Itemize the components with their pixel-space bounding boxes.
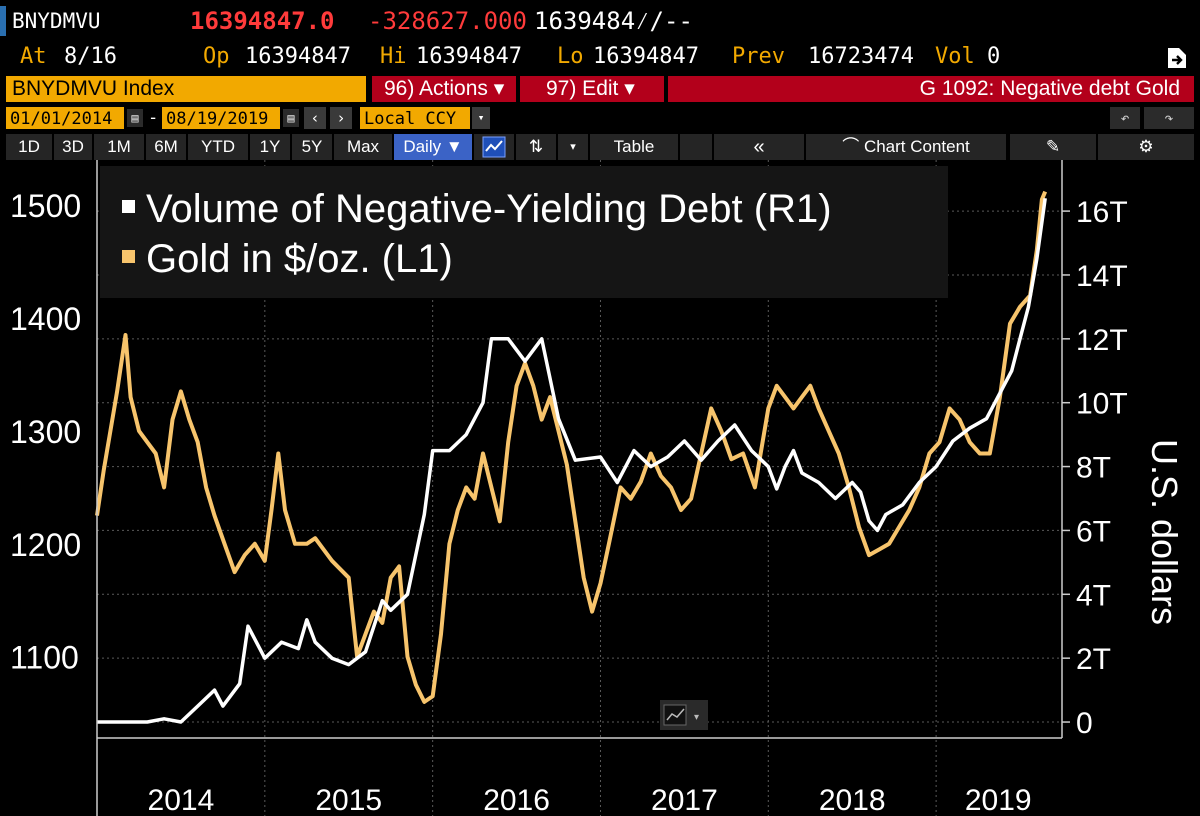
ticker-marker: [0, 6, 6, 36]
left-tick-label: 1500: [10, 188, 81, 224]
currency-select[interactable]: Local CCY: [360, 107, 470, 129]
year-separators: [264, 160, 937, 816]
axes: [96, 160, 1070, 816]
gear-icon[interactable]: ⚙: [1098, 134, 1194, 160]
candle-icon[interactable]: ⇅: [516, 134, 556, 160]
legend-box: [100, 166, 948, 298]
prev-label: Prev: [732, 44, 785, 69]
spacer: [680, 134, 712, 160]
legend-swatch-gold: [122, 250, 135, 263]
period-3d-button[interactable]: 3D: [54, 134, 92, 160]
period-1y-button[interactable]: 1Y: [250, 134, 290, 160]
end-date-input[interactable]: 08/19/2019: [162, 107, 280, 129]
x-tick-label: 2014: [148, 784, 215, 816]
security-symbol[interactable]: BNYDMVU: [12, 9, 101, 33]
calendar-icon[interactable]: ▤: [283, 109, 299, 127]
right-tick-label: 0: [1076, 707, 1093, 740]
header-bar: BNYDMVU Index 96) Actions ▾ 97) Edit ▾ G…: [0, 76, 1200, 102]
low-value: 16394847: [593, 44, 699, 69]
share-icon[interactable]: [1166, 44, 1188, 70]
table-button[interactable]: Table: [590, 134, 678, 160]
high-value: 16394847: [416, 44, 522, 69]
right-tick-label: 6T: [1076, 515, 1111, 548]
quote-line: BNYDMVU 16394847.0 -328627.000 1639484⁄/…: [0, 4, 1200, 38]
legend-label-gold: Gold in $/oz. (L1): [146, 237, 453, 281]
volume-value: 0: [987, 44, 1001, 69]
open-value: 16394847: [245, 44, 351, 69]
series-lines: [95, 190, 1048, 724]
x-tick-label: 2017: [651, 784, 718, 816]
mini-chart-button[interactable]: ▾: [660, 700, 708, 730]
high-label: Hi: [380, 44, 407, 69]
last-price: 16394847.0: [190, 7, 335, 35]
legend-label-debt: Volume of Negative-Yielding Debt (R1): [146, 187, 832, 231]
period-1d-button[interactable]: 1D: [6, 134, 52, 160]
period-5y-button[interactable]: 5Y: [292, 134, 332, 160]
date-range-bar: 01/01/2014 ▤ - 08/19/2019 ▤ ‹ › Local CC…: [0, 106, 1200, 130]
left-tick-label: 1100: [10, 640, 79, 676]
right-tick-label: 8T: [1076, 452, 1111, 485]
period-6m-button[interactable]: 6M: [146, 134, 186, 160]
prev-period-button[interactable]: ‹: [304, 107, 326, 129]
chevron-down-icon: ▾: [694, 712, 699, 723]
ohlc-line: At 8/16 Op 16394847 Hi 16394847 Lo 16394…: [0, 42, 1200, 72]
right-tick-label: 4T: [1076, 579, 1111, 612]
date-separator: -: [148, 108, 159, 128]
right-tick-label: 14T: [1076, 260, 1128, 293]
open-label: Op: [203, 44, 230, 69]
frequency-select[interactable]: Daily ▼: [394, 134, 472, 160]
period-max-button[interactable]: Max: [334, 134, 392, 160]
edit-icon[interactable]: ✎: [1010, 134, 1096, 160]
bid-ask: 1639484⁄/--: [534, 7, 693, 35]
collapse-button[interactable]: «: [714, 134, 804, 160]
chart-content-button[interactable]: ⌒ Chart Content: [806, 134, 1006, 160]
at-date: 8/16: [64, 44, 117, 69]
left-tick-label: 1400: [10, 301, 81, 337]
chart-area: 0 2T 4T 6T 8T 10T 12T 14T 16T 1100 1200 1300 1400 150…: [10, 160, 1185, 816]
right-axis-label: U.S. dollars: [1144, 439, 1185, 625]
negative-debt-line: [97, 198, 1047, 724]
left-tick-label: 1200: [10, 527, 81, 563]
chevron-down-icon[interactable]: ▾: [558, 134, 588, 160]
low-label: Lo: [557, 44, 584, 69]
chevron-down-icon[interactable]: ▾: [472, 107, 490, 129]
right-tick-label: 2T: [1076, 643, 1111, 676]
start-date-input[interactable]: 01/01/2014: [6, 107, 124, 129]
net-change: -328627.000: [368, 7, 527, 35]
undo-icon[interactable]: ↶: [1110, 107, 1140, 129]
next-period-button[interactable]: ›: [330, 107, 352, 129]
x-tick-label: 2015: [315, 784, 382, 816]
chart-content-icon: ⌒: [842, 137, 860, 156]
chart-content-label: Chart Content: [863, 137, 970, 156]
x-tick-label: 2016: [483, 784, 550, 816]
chart-title-tag: G 1092: Negative debt Gold: [668, 76, 1194, 102]
actions-menu-button[interactable]: 96) Actions ▾: [372, 76, 516, 102]
period-1m-button[interactable]: 1M: [94, 134, 144, 160]
right-tick-label: 12T: [1076, 324, 1128, 357]
right-tick-label: 16T: [1076, 196, 1128, 229]
at-label: At: [20, 44, 47, 69]
edit-menu-button[interactable]: 97) Edit ▾: [520, 76, 664, 102]
legend: Volume of Negative-Yielding Debt (R1) Go…: [100, 166, 948, 298]
prev-value: 16723474: [808, 44, 914, 69]
index-name[interactable]: BNYDMVU Index: [6, 76, 366, 102]
right-tick-label: 10T: [1076, 388, 1128, 421]
gold-price-line: [95, 190, 1048, 704]
left-tick-label: 1300: [10, 414, 81, 450]
period-ytd-button[interactable]: YTD: [188, 134, 248, 160]
calendar-icon[interactable]: ▤: [127, 109, 143, 127]
redo-icon[interactable]: ↷: [1144, 107, 1194, 129]
line-chart-icon[interactable]: [474, 134, 514, 160]
x-tick-label: 2018: [819, 784, 886, 816]
chart-toolbar: 1D 3D 1M 6M YTD 1Y 5Y Max Daily ▼ ⇅ ▾ Ta…: [0, 134, 1200, 160]
legend-swatch-debt: [122, 200, 135, 213]
tick-labels: 0 2T 4T 6T 8T 10T 12T 14T 16T 1100 1200 1300 1400 150…: [10, 188, 1128, 816]
volume-label: Vol: [935, 44, 975, 69]
x-tick-label: 2019: [965, 784, 1032, 816]
